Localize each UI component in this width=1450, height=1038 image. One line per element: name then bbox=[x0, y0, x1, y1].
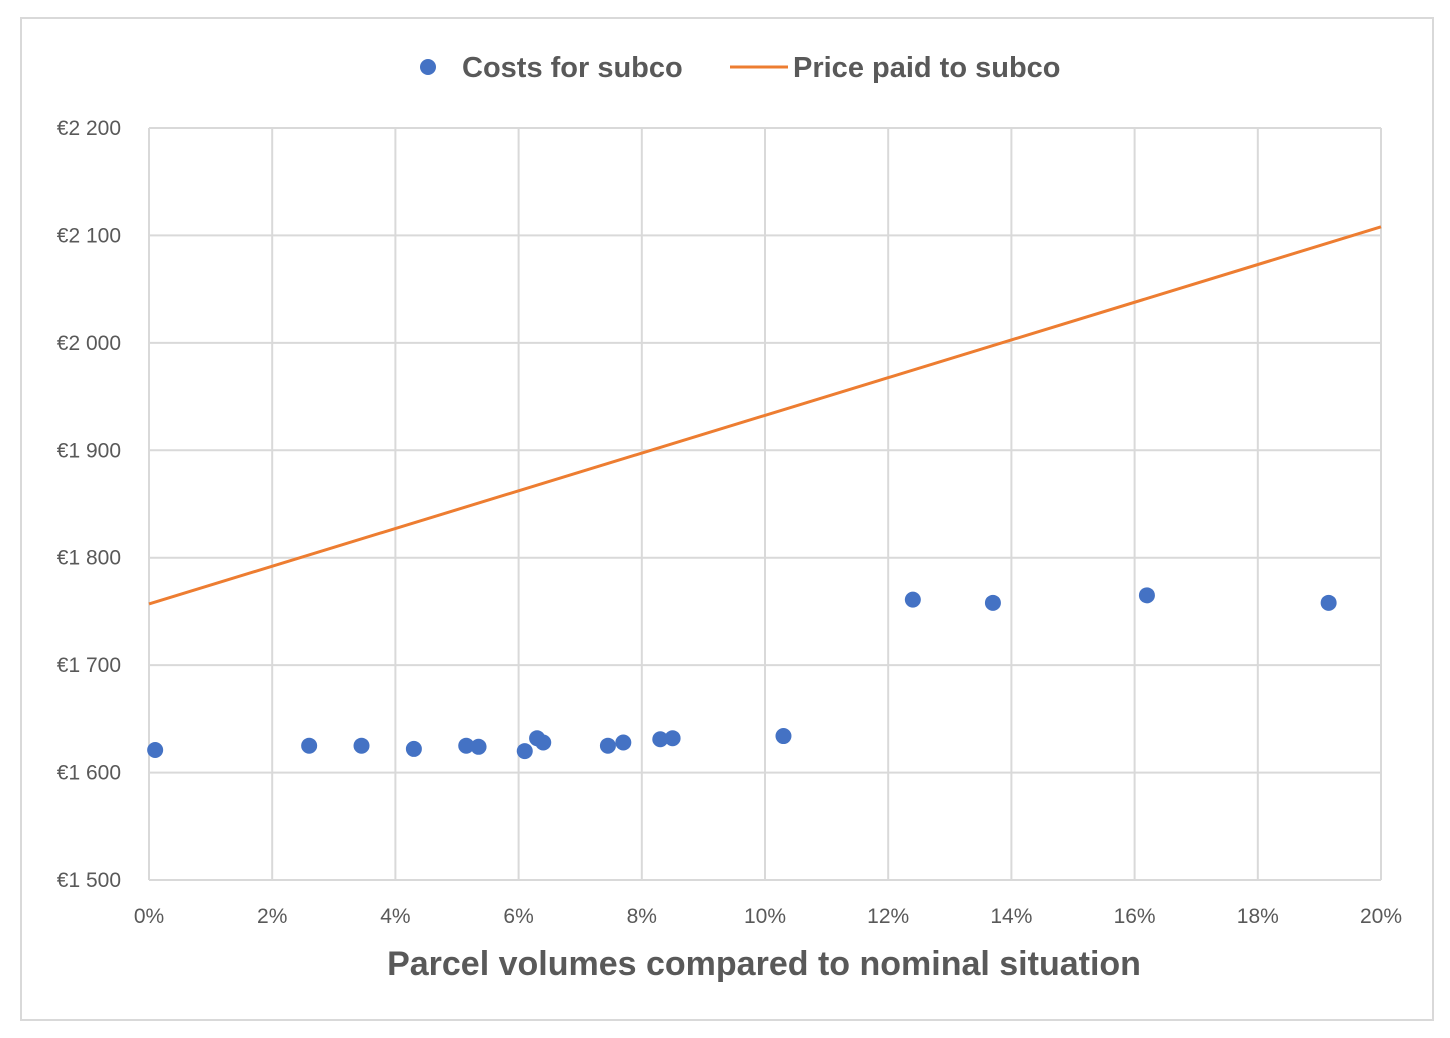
y-tick-label: €2 100 bbox=[57, 224, 121, 247]
y-tick-label: €2 200 bbox=[57, 117, 121, 140]
x-tick-label: 18% bbox=[1237, 905, 1279, 928]
x-tick-label: 20% bbox=[1360, 905, 1402, 928]
y-tick-label: €2 000 bbox=[57, 332, 121, 355]
data-point bbox=[535, 734, 552, 751]
data-point bbox=[301, 737, 318, 754]
y-tick-labels: €1 500 €1 600 €1 700 €1 800 €1 900 €2 000 €2 1… bbox=[57, 117, 121, 892]
data-point bbox=[405, 740, 422, 757]
data-point bbox=[652, 731, 669, 748]
data-point bbox=[615, 734, 632, 751]
grid-lines bbox=[148, 127, 1382, 881]
legend-label-costs: Costs for subco bbox=[462, 52, 683, 84]
data-point bbox=[1138, 587, 1155, 604]
x-axis-title: Parcel volumes compared to nominal situa… bbox=[387, 945, 1141, 983]
legend-label-price: Price paid to subco bbox=[793, 52, 1061, 84]
y-tick-label: €1 800 bbox=[57, 547, 121, 570]
data-point bbox=[904, 591, 921, 608]
legend-marker-costs bbox=[420, 59, 436, 75]
data-point bbox=[353, 737, 370, 754]
x-tick-label: 14% bbox=[990, 905, 1032, 928]
x-tick-labels: 0% 2% 4% 6% 8% 10% 12% 14% 16% 18% 20% bbox=[134, 905, 1402, 928]
x-tick-label: 2% bbox=[257, 905, 287, 928]
series-line-price bbox=[148, 225, 1382, 606]
legend: Costs for subco Price paid to subco bbox=[420, 52, 1061, 84]
data-point bbox=[664, 730, 681, 747]
data-point bbox=[470, 738, 487, 755]
data-point bbox=[984, 594, 1001, 611]
x-tick-label: 12% bbox=[867, 905, 909, 928]
data-point bbox=[775, 728, 792, 745]
data-point bbox=[516, 743, 533, 760]
x-tick-label: 6% bbox=[503, 905, 533, 928]
x-tick-label: 8% bbox=[627, 905, 657, 928]
data-point bbox=[1320, 594, 1337, 611]
y-tick-label: €1 600 bbox=[57, 762, 121, 785]
data-point bbox=[599, 737, 616, 754]
x-tick-label: 0% bbox=[134, 905, 164, 928]
x-tick-label: 4% bbox=[380, 905, 410, 928]
y-tick-label: €1 500 bbox=[57, 869, 121, 892]
scatter-series bbox=[147, 587, 1337, 760]
line-series bbox=[148, 225, 1382, 606]
chart-frame bbox=[20, 17, 1434, 1021]
data-point bbox=[458, 737, 475, 754]
data-point bbox=[147, 742, 164, 759]
x-tick-label: 16% bbox=[1114, 905, 1156, 928]
y-tick-label: €1 900 bbox=[57, 439, 121, 462]
y-tick-label: €1 700 bbox=[57, 654, 121, 677]
x-tick-label: 10% bbox=[744, 905, 786, 928]
